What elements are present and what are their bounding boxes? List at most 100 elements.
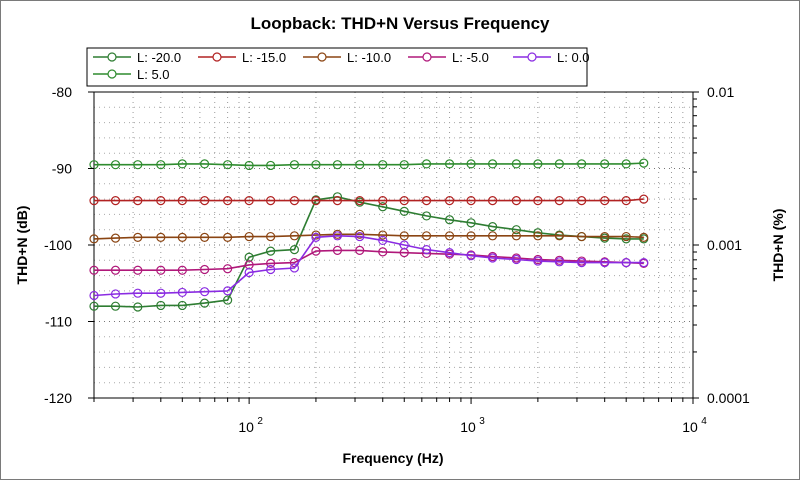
data-point: [244, 196, 254, 206]
data-point: [399, 231, 409, 241]
data-point: [332, 245, 343, 255]
y2-axis-title: THD+N (%): [770, 209, 786, 282]
data-point: [487, 196, 498, 206]
data-point: [289, 160, 300, 170]
legend-item: L: -10.0: [303, 50, 391, 65]
data-point: [421, 211, 432, 221]
series-5: [89, 158, 649, 171]
data-point: [311, 232, 321, 242]
data-point: [223, 295, 233, 305]
x-tick-exponent: 2: [257, 416, 263, 427]
data-point: [639, 232, 649, 242]
data-point: [110, 289, 121, 299]
y-tick-label: -80: [52, 84, 72, 100]
data-point: [378, 196, 388, 206]
data-point: [289, 263, 300, 273]
data-point: [399, 196, 409, 206]
data-point: [133, 302, 143, 312]
data-point: [487, 159, 498, 169]
data-point: [223, 196, 233, 206]
data-point: [554, 257, 564, 267]
data-point: [223, 286, 233, 296]
series-layer: [89, 158, 649, 312]
legend-item: L: -5.0: [408, 50, 489, 65]
data-point: [223, 160, 233, 170]
data-point: [244, 267, 254, 278]
data-point: [511, 225, 521, 235]
data-point: [110, 233, 121, 243]
data-point: [156, 196, 166, 206]
data-point: [533, 228, 543, 238]
x-tick-label: 10: [238, 419, 254, 435]
data-point: [133, 160, 143, 170]
series-line: [94, 249, 644, 272]
plot-area: [93, 91, 694, 399]
legend-marker: [527, 52, 537, 62]
data-point: [244, 231, 254, 242]
data-point: [177, 300, 187, 311]
data-point: [378, 235, 388, 246]
data-point: [378, 247, 388, 257]
y2-tick-label: 0.01: [707, 84, 734, 100]
series-3: [89, 245, 649, 275]
series-line: [94, 162, 644, 167]
legend-marker: [107, 69, 117, 79]
data-point: [421, 231, 432, 241]
data-point: [244, 160, 254, 171]
series-1: [89, 194, 649, 206]
y2-tick-label: 0.0001: [707, 390, 750, 406]
data-point: [199, 298, 210, 308]
data-point: [311, 196, 321, 206]
data-point: [311, 160, 321, 170]
data-point: [110, 265, 121, 275]
data-point: [133, 196, 143, 206]
data-point: [355, 229, 365, 239]
data-point: [577, 159, 587, 169]
data-point: [199, 159, 210, 169]
legend-label: L: -20.0: [137, 50, 181, 65]
data-point: [621, 196, 631, 206]
data-point: [399, 160, 409, 170]
data-point: [266, 264, 276, 275]
data-point: [511, 231, 521, 241]
data-point: [554, 231, 564, 241]
data-point: [266, 160, 276, 171]
data-point: [621, 257, 631, 268]
data-point: [177, 265, 187, 275]
data-point: [110, 160, 121, 170]
data-point: [466, 196, 476, 206]
data-point: [199, 232, 210, 242]
data-point: [177, 232, 187, 242]
x-tick-label: 10: [460, 419, 476, 435]
x-tick-exponent: 3: [479, 416, 485, 427]
data-point: [466, 251, 476, 261]
y-tick-label: -100: [44, 237, 72, 253]
data-point: [421, 159, 432, 169]
data-point: [466, 159, 476, 169]
data-point: [110, 196, 121, 206]
legend-box: [86, 47, 588, 87]
legend-marker: [317, 52, 327, 62]
legend-marker: [107, 52, 117, 62]
y-axis-title: THD+N (dB): [14, 206, 30, 285]
data-point: [199, 264, 210, 275]
legend-item: L: 0.0: [513, 50, 590, 65]
data-point: [577, 257, 587, 268]
data-point: [289, 231, 300, 241]
data-point: [177, 196, 187, 206]
data-point: [444, 215, 455, 225]
data-point: [311, 246, 321, 256]
data-point: [444, 196, 455, 206]
data-point: [133, 265, 143, 275]
y-tick-label: -90: [52, 161, 72, 177]
legend-label: L: -10.0: [347, 50, 391, 65]
y-tick-label: -120: [44, 390, 72, 406]
data-point: [444, 231, 455, 241]
data-point: [621, 159, 631, 169]
data-point: [554, 196, 564, 206]
data-point: [156, 265, 166, 275]
grid: [93, 91, 694, 399]
data-point: [266, 258, 276, 268]
